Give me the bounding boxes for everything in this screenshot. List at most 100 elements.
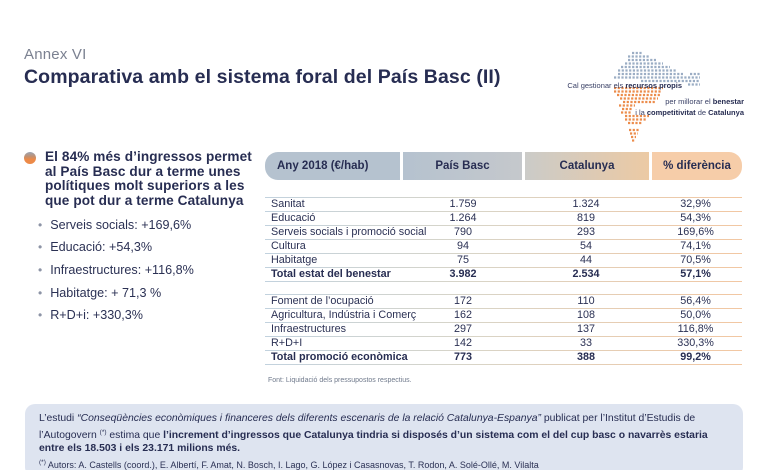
cell-cat: 108 [576,309,595,321]
cell-label: Total estat del benestar [271,268,391,280]
list-item-text: Infraestructures: +116,8% [50,263,194,277]
cell-basc: 75 [456,254,469,266]
lead-row: El 84% més d’ingressos permet al País Ba… [24,149,260,209]
footnote-asterisk: (*) [99,428,107,436]
row-divider [265,281,742,282]
map-caption-line1: Cal gestionar els recursos propis [567,81,682,90]
dot-marker-icon: • [38,308,43,323]
cell-diff: 116,8% [677,323,714,335]
annex-label: Annex VI [24,46,87,63]
cell-diff: 99,2% [680,351,711,363]
cell-cat: 54 [579,240,592,252]
cell-cat: 2.534 [572,268,600,280]
cell-diff: 330,3% [677,337,714,349]
caption-bold: benestar [712,97,744,106]
row-divider [265,267,742,268]
cell-diff: 57,1% [680,268,711,280]
table-source-note: Font: Liquidació dels pressupostos respe… [268,377,412,384]
dot-marker-icon: • [38,285,43,300]
cell-label: Infraestructures [271,323,347,335]
cell-diff: 70,5% [680,254,711,266]
cell-cat: 1.324 [572,198,600,210]
table-row: Foment de l’ocupació 172 110 56,4% [265,295,742,308]
row-divider [265,294,742,295]
cell-basc: 790 [453,226,472,238]
dot-marker-icon: • [38,240,43,255]
footnote-text: L’estudi “Conseqüències econòmiques i fi… [39,412,729,456]
list-item-text: R+D+i: +330,3% [50,308,143,323]
cell-cat: 819 [576,212,595,224]
footnote-normal: publicat per l’Institut d’Estudis de l’A… [39,413,696,441]
cell-diff: 54,3% [680,212,711,224]
table-row: Agricultura, Indústria i Comerç 162 108 50,… [265,309,742,322]
footnote-authors: (*) Autors: A. Castells (coord.), E. Alb… [39,459,729,470]
footnote-study-title: “Conseqüències econòmiques i financeres … [77,413,541,424]
table-row: Sanitat 1.759 1.324 32,9% [265,198,742,211]
cell-cat: 33 [579,337,592,349]
table-row-total-benestar: Total estat del benestar 3.982 2.534 57,1% [265,268,742,281]
key-message-panel: El 84% més d’ingressos permet al País Ba… [24,149,260,331]
row-divider [265,211,742,212]
cell-label: Serveis socials i promoció social [271,226,427,238]
list-item-text: Educació: +54,3% [50,240,153,255]
table-row: Infraestructures 297 137 116,8% [265,323,742,336]
caption-text: de [695,108,709,117]
caption-bold: competitivitat [646,108,696,117]
footnote-bold: l’increment d’ingressos que Catalunya ti… [39,429,708,455]
table-row: Cultura 94 54 74,1% [265,240,742,253]
authors-asterisk: (*) [39,458,46,466]
cell-basc: 1.759 [449,198,477,210]
cell-basc: 142 [453,337,472,349]
page-title: Comparativa amb el sistema foral del Paí… [24,66,501,88]
cell-basc: 297 [453,323,472,335]
cell-diff: 50,0% [680,309,711,321]
cell-label: Sanitat [271,198,305,210]
row-divider [265,197,742,198]
row-divider [265,253,742,254]
row-divider [265,225,742,226]
dot-marker-icon: • [38,263,43,277]
footnote-normal: L’estudi [39,413,78,424]
table-row: Habitatge 75 44 70,5% [265,254,742,267]
highlight-list: • Serveis socials: +169,6% • Educació: +54… [24,218,260,322]
list-item: • Infraestructures: +116,8% [38,263,260,277]
table-row-total-economia: Total promoció econòmica 773 388 99,2% [265,351,742,364]
cell-cat: 293 [576,226,595,238]
cell-diff: 32,9% [680,198,711,210]
cell-diff: 169,6% [677,226,714,238]
row-divider [265,322,742,323]
list-item: • Serveis socials: +169,6% [38,218,260,232]
col-header-pais-basc: País Basc [403,152,522,180]
list-item-text: Serveis socials: +169,6% [50,217,192,232]
cell-label: Foment de l’ocupació [271,295,374,307]
cell-basc: 3.982 [449,268,477,280]
col-header-catalunya: Catalunya [525,152,649,180]
cell-basc: 773 [453,351,472,363]
cell-label: R+D+I [271,337,303,349]
cell-label: Habitatge [271,254,318,266]
bullet-icon [24,152,36,164]
caption-bold: Catalunya [708,108,744,117]
row-divider [265,239,742,240]
section-gap [265,282,742,294]
table-header: Any 2018 (€/hab) País Basc Catalunya % d… [265,152,742,180]
cell-cat: 388 [576,351,595,363]
col-header-year: Any 2018 (€/hab) [265,152,400,180]
caption-text: per millorar el [665,97,713,106]
table-body: Sanitat 1.759 1.324 32,9% Educació 1.264 819 5… [265,197,742,365]
row-divider [265,308,742,309]
row-divider [265,350,742,351]
cell-basc: 162 [453,309,472,321]
row-divider [265,364,742,365]
row-divider [265,336,742,337]
authors-text: Autors: A. Castells (coord.), E. Albertí… [45,459,539,470]
cell-label: Educació [271,212,316,224]
cell-label: Agricultura, Indústria i Comerç [271,309,417,321]
comparison-table: Any 2018 (€/hab) País Basc Catalunya % d… [265,152,742,384]
list-item: • R+D+i: +330,3% [38,308,260,322]
cell-cat: 110 [577,295,595,307]
caption-text: i la [635,108,647,117]
map-caption-line2: per millorar el benestar [665,97,744,106]
lead-text: El 84% més d’ingressos permet al País Ba… [45,149,252,209]
